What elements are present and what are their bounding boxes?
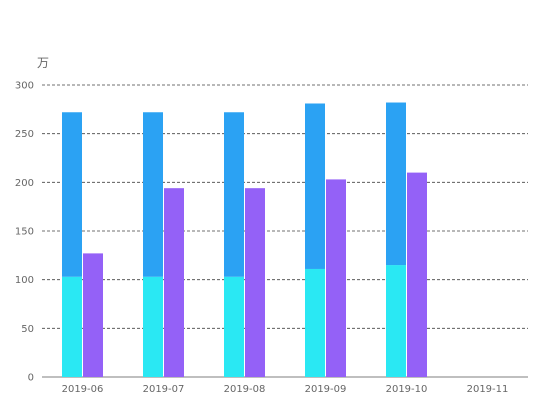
bars	[62, 102, 427, 377]
bar	[305, 103, 325, 269]
y-tick-label: 300	[15, 81, 34, 92]
y-tick-label: 250	[15, 129, 34, 140]
y-tick-label: 100	[15, 275, 34, 286]
y-tick-label: 200	[15, 178, 34, 189]
x-tick-label: 2019-10	[386, 384, 428, 395]
y-tick-label: 0	[28, 373, 34, 384]
x-tick-label: 2019-06	[62, 384, 104, 395]
bar	[305, 268, 325, 377]
bar	[62, 276, 82, 377]
y-tick-label: 150	[15, 227, 34, 238]
x-tick-label: 2019-11	[467, 384, 509, 395]
y-axis-unit-label: 万	[37, 56, 49, 70]
bar	[386, 265, 406, 377]
y-tick-label: 50	[21, 324, 34, 335]
bar	[224, 276, 244, 377]
bar	[245, 188, 265, 377]
x-tick-label: 2019-07	[143, 384, 185, 395]
bar	[326, 179, 346, 377]
y-axis-ticks: 0 50 100 150 200 250 300	[15, 81, 34, 384]
bar	[143, 276, 163, 377]
bar	[143, 112, 163, 277]
x-axis-ticks: 2019-06 2019-07 2019-08 2019-09 2019-10 2019-…	[62, 384, 509, 395]
bar	[83, 253, 103, 377]
x-tick-label: 2019-08	[224, 384, 266, 395]
bar	[386, 102, 406, 266]
bar	[224, 112, 244, 277]
bar	[62, 112, 82, 277]
bar	[407, 172, 427, 377]
bar	[164, 188, 184, 377]
gridlines	[42, 84, 528, 378]
x-tick-label: 2019-09	[305, 384, 347, 395]
